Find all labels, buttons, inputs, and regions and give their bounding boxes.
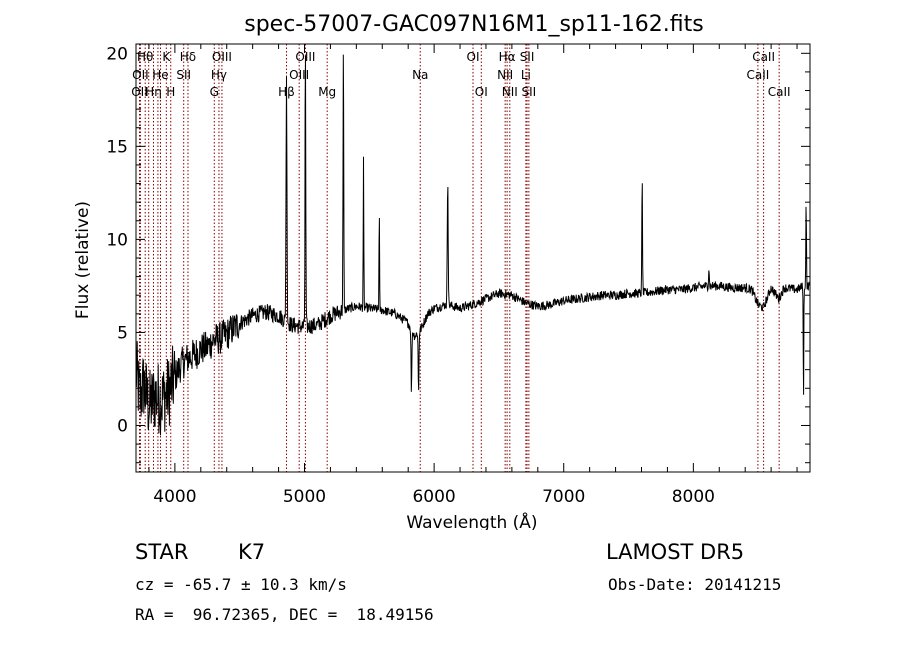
object-class: STAR	[135, 540, 189, 564]
line-marker-label-24: Li	[521, 68, 531, 82]
x-axis-label: Wavelength (Å)	[406, 511, 537, 530]
y-tick-label-15: 15	[106, 137, 128, 157]
line-marker-label-0: OII	[131, 85, 148, 99]
line-marker-labels: OIIOIIHθHηHeKHSIIHδGHγOIIIHβOIIIOIIIMgNa…	[131, 50, 790, 99]
line-marker-label-10: Hδ	[180, 50, 196, 64]
y-tick-label-10: 10	[106, 230, 128, 250]
line-marker-label-22: Hα	[499, 50, 516, 64]
line-markers	[138, 44, 780, 472]
chart-title: spec-57007-GAC097N16M1_sp11-162.fits	[244, 12, 704, 37]
x-tick-label-8000: 8000	[672, 487, 715, 507]
line-marker-label-28: CaII	[752, 50, 775, 64]
line-marker-label-20: OI	[475, 85, 488, 99]
x-axis-ticks: 4000 5000 6000 7000 8000	[148, 44, 798, 507]
line-marker-label-23: NII	[502, 85, 518, 99]
object-subclass: K7	[238, 540, 266, 564]
y-tick-label-0: 0	[117, 416, 128, 436]
y-axis-ticks: 0 5 10 15 20	[106, 44, 810, 464]
line-marker-label-27: CaII	[746, 68, 769, 82]
y-axis-label: Flux (relative)	[73, 201, 93, 319]
y-tick-label-20: 20	[106, 44, 128, 64]
line-marker-label-18: Na	[412, 68, 428, 82]
line-marker-label-29: CaII	[768, 85, 791, 99]
line-marker-label-7: K	[162, 50, 171, 64]
line-marker-label-11: G	[210, 85, 219, 99]
line-marker-label-15: OIII	[289, 68, 309, 82]
sky-coordinates: RA = 96.72365, DEC = 18.49156	[135, 605, 434, 624]
x-tick-label-7000: 7000	[542, 487, 585, 507]
line-marker-label-4: Hη	[145, 85, 162, 99]
line-marker-label-9: SII	[176, 68, 191, 82]
line-marker-label-8: H	[166, 85, 175, 99]
line-marker-label-26: SII	[522, 85, 537, 99]
spectrum-chart: spec-57007-GAC097N16M1_sp11-162.fits OII…	[73, 12, 811, 530]
y-tick-label-5: 5	[117, 323, 128, 343]
x-tick-label-6000: 6000	[412, 487, 455, 507]
x-tick-label-5000: 5000	[283, 487, 326, 507]
line-marker-label-25: SII	[520, 50, 535, 64]
line-marker-label-17: Mg	[318, 85, 336, 99]
x-tick-label-4000: 4000	[153, 487, 196, 507]
line-marker-label-6: He	[152, 68, 168, 82]
line-marker-label-2: Hθ	[137, 50, 153, 64]
line-marker-label-1: OII	[132, 68, 149, 82]
survey-name: LAMOST DR5	[606, 540, 745, 564]
line-marker-label-19: OI	[467, 50, 480, 64]
spectrum-line	[135, 54, 811, 436]
line-marker-label-13: OIII	[212, 50, 232, 64]
line-marker-label-12: Hγ	[211, 68, 227, 82]
observation-date: Obs-Date: 20141215	[608, 575, 782, 594]
redshift-velocity: cz = -65.7 ± 10.3 km/s	[135, 575, 347, 594]
line-marker-label-21: NII	[497, 68, 513, 82]
